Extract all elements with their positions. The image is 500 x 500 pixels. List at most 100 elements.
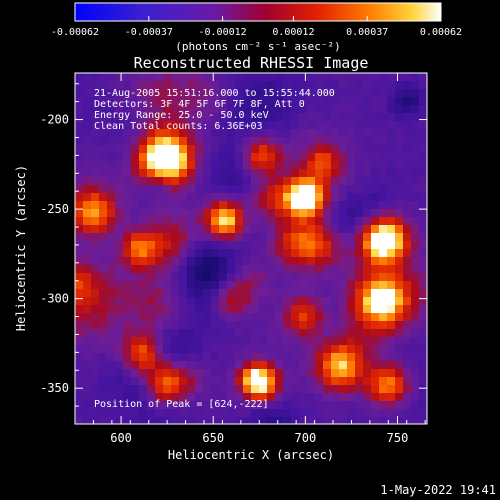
- heatmap-cell: [99, 257, 107, 265]
- heatmap-cell: [179, 289, 187, 297]
- heatmap-cell: [155, 233, 163, 241]
- heatmap-cell: [235, 209, 243, 217]
- heatmap-cell: [179, 313, 187, 321]
- heatmap-cell: [139, 121, 147, 129]
- heatmap-cell: [139, 369, 147, 377]
- heatmap-cell: [243, 129, 251, 137]
- heatmap-cell: [203, 329, 211, 337]
- heatmap-cell: [275, 81, 283, 89]
- heatmap-cell: [131, 145, 139, 153]
- heatmap-cell: [179, 233, 187, 241]
- heatmap-cell: [307, 73, 315, 81]
- heatmap-cell: [211, 321, 219, 329]
- heatmap-cell: [115, 329, 123, 337]
- heatmap-cell: [419, 225, 427, 233]
- heatmap-cell: [91, 225, 99, 233]
- heatmap-cell: [227, 129, 235, 137]
- heatmap-cell: [219, 329, 227, 337]
- heatmap-cell: [275, 289, 283, 297]
- heatmap-cell: [171, 257, 179, 265]
- heatmap-cell: [403, 289, 411, 297]
- heatmap-cell: [403, 337, 411, 345]
- heatmap-cell: [275, 145, 283, 153]
- heatmap-cell: [251, 289, 259, 297]
- heatmap-cell: [307, 353, 315, 361]
- heatmap-cell: [171, 337, 179, 345]
- heatmap-cell: [195, 97, 203, 105]
- heatmap-cell: [187, 401, 195, 409]
- heatmap-cell: [107, 417, 115, 424]
- heatmap-cell: [155, 305, 163, 313]
- heatmap-cell: [259, 417, 267, 424]
- heatmap-cell: [395, 121, 403, 129]
- heatmap-cell: [387, 393, 395, 401]
- heatmap-cell: [307, 225, 315, 233]
- heatmap-cell: [299, 393, 307, 401]
- heatmap-cell: [155, 361, 163, 369]
- heatmap-cell: [163, 121, 171, 129]
- heatmap-cell: [211, 225, 219, 233]
- heatmap-cell: [211, 273, 219, 281]
- heatmap-cell: [307, 81, 315, 89]
- heatmap-cell: [267, 161, 275, 169]
- heatmap-cell: [131, 329, 139, 337]
- heatmap-cell: [355, 385, 363, 393]
- heatmap-cell: [163, 353, 171, 361]
- heatmap-cell: [195, 401, 203, 409]
- heatmap-cell: [275, 361, 283, 369]
- heatmap-cell: [83, 401, 91, 409]
- heatmap-cell: [91, 201, 99, 209]
- heatmap-cell: [259, 201, 267, 209]
- heatmap-cell: [323, 385, 331, 393]
- heatmap-cell: [355, 321, 363, 329]
- heatmap-cell: [195, 281, 203, 289]
- heatmap-cell: [227, 353, 235, 361]
- heatmap-cell: [115, 169, 123, 177]
- heatmap-cell: [219, 305, 227, 313]
- heatmap-cell: [347, 377, 355, 385]
- heatmap-cell: [195, 417, 203, 424]
- heatmap-cell: [395, 281, 403, 289]
- heatmap-cell: [251, 177, 259, 185]
- heatmap-cell: [147, 289, 155, 297]
- heatmap-cell: [387, 193, 395, 201]
- heatmap-cell: [267, 401, 275, 409]
- heatmap-cell: [379, 257, 387, 265]
- heatmap-cell: [267, 321, 275, 329]
- heatmap-cell: [83, 185, 91, 193]
- heatmap-cell: [75, 361, 83, 369]
- heatmap-cell: [387, 377, 395, 385]
- heatmap-cell: [403, 273, 411, 281]
- heatmap-cell: [163, 177, 171, 185]
- heatmap-cell: [171, 169, 179, 177]
- heatmap-cell: [227, 313, 235, 321]
- heatmap-cell: [75, 377, 83, 385]
- heatmap-cell: [267, 273, 275, 281]
- heatmap-cell: [411, 105, 419, 113]
- heatmap-cell: [139, 329, 147, 337]
- heatmap-cell: [299, 337, 307, 345]
- heatmap-cell: [219, 257, 227, 265]
- heatmap-cell: [227, 417, 235, 424]
- heatmap-cell: [267, 353, 275, 361]
- heatmap-cell: [307, 97, 315, 105]
- heatmap-cell: [307, 337, 315, 345]
- heatmap-cell: [99, 217, 107, 225]
- heatmap-cell: [283, 137, 291, 145]
- heatmap-cell: [115, 241, 123, 249]
- heatmap-cell: [123, 377, 131, 385]
- heatmap-cell: [387, 273, 395, 281]
- heatmap-cell: [219, 137, 227, 145]
- heatmap-cell: [99, 409, 107, 417]
- heatmap-cell: [227, 369, 235, 377]
- heatmap-cell: [115, 185, 123, 193]
- heatmap-cell: [155, 329, 163, 337]
- heatmap-cell: [115, 225, 123, 233]
- heatmap-cell: [419, 297, 427, 305]
- heatmap-cell: [283, 209, 291, 217]
- heatmap-cell: [227, 257, 235, 265]
- heatmap-cell: [379, 97, 387, 105]
- heatmap-cell: [171, 193, 179, 201]
- heatmap-cell: [363, 361, 371, 369]
- heatmap-cell: [259, 241, 267, 249]
